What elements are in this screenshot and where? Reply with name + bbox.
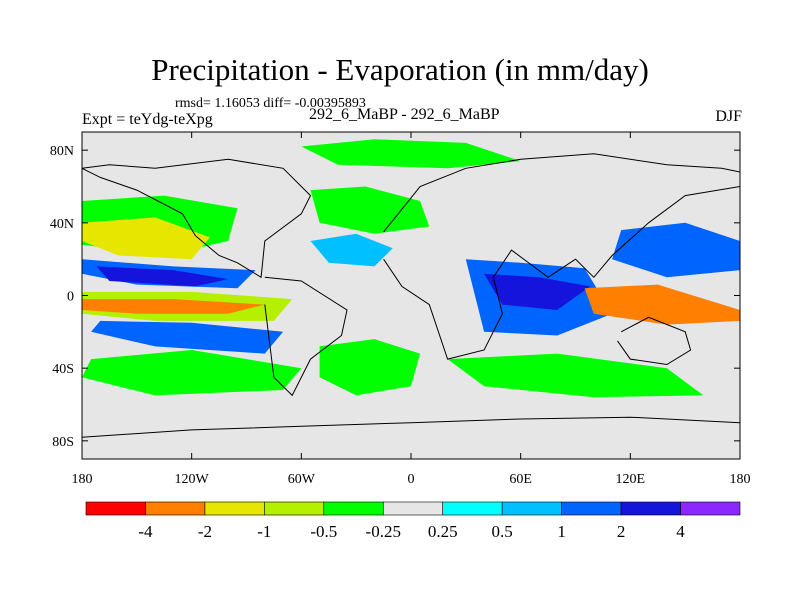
region-south-pacific-moist-band — [91, 320, 284, 354]
colorbar-swatch — [680, 501, 741, 516]
region-southern-ocean-green — [447, 353, 704, 398]
outline-north-america — [82, 158, 312, 279]
colorbar-swatch — [620, 501, 681, 516]
colorbar-label: 4 — [676, 522, 685, 541]
outline-australia — [617, 316, 692, 366]
region-south-atlantic-green — [319, 339, 421, 396]
field-regions — [82, 139, 740, 398]
region-west-pacific-dry-rim — [584, 284, 740, 325]
region-equatorial-pacific-core-dry — [82, 299, 265, 314]
x-tick-label: 180 — [730, 472, 751, 487]
outline-south-america — [264, 276, 348, 397]
colorbar-label: -0.25 — [366, 522, 401, 541]
stats-annotation: rmsd= 1.16053 diff= -0.00395893 — [175, 96, 366, 111]
x-tick-label: 120W — [175, 472, 210, 487]
colorbar-label: -4 — [138, 522, 153, 541]
continent-outlines — [82, 153, 740, 438]
colorbar-swatch — [323, 501, 384, 516]
region-west-pacific-moist — [612, 222, 740, 278]
colorbar-swatch — [264, 501, 325, 516]
colorbar-swatch — [501, 501, 562, 516]
region-south-pacific-green — [82, 350, 302, 396]
region-indian-ocean-core — [484, 273, 591, 310]
colorbar-label: -0.5 — [310, 522, 337, 541]
y-tick-label: 40N — [50, 217, 74, 232]
season-label: DJF — [715, 108, 742, 125]
colorbar-swatch — [85, 501, 146, 516]
experiment-label: Expt = teYdg-teXpg — [82, 111, 213, 128]
region-north-pacific-dry — [82, 217, 210, 260]
colorbar-swatch — [145, 501, 206, 516]
outline-antarctica — [82, 416, 740, 438]
y-tick-label: 40S — [52, 362, 74, 377]
colorbar-swatch — [561, 501, 622, 516]
chart-title: Precipitation - Evaporation (in mm/day) — [151, 52, 649, 87]
x-tick-label: 60W — [288, 472, 316, 487]
y-tick-label: 80S — [52, 435, 74, 450]
colorbar: -4 -2 -1 -0.5 -0.25 0.25 0.5 1 2 4 — [85, 501, 741, 541]
region-north-pacific-core — [96, 266, 229, 287]
axis-ticks: 180 120W 60W 0 60E 120E 180 80N 40N 0 40S 80S — [50, 132, 751, 487]
y-tick-label: 80N — [50, 144, 74, 159]
case-label: 292_6_MaBP - 292_6_MaBP — [309, 106, 500, 123]
colorbar-swatch — [204, 501, 265, 516]
outline-eurasia-africa — [383, 153, 740, 360]
colorbar-label: 2 — [617, 522, 626, 541]
x-tick-label: 120E — [616, 472, 646, 487]
x-tick-label: 180 — [72, 472, 93, 487]
colorbar-swatch — [382, 501, 444, 516]
region-north-atlantic-green — [310, 186, 430, 234]
region-arctic-green — [301, 139, 521, 169]
x-tick-label: 60E — [509, 472, 532, 487]
y-tick-label: 0 — [67, 290, 74, 305]
colorbar-label: -2 — [198, 522, 212, 541]
colorbar-label: 0.5 — [492, 522, 513, 541]
colorbar-swatch — [442, 501, 503, 516]
region-north-atlantic-moist — [310, 233, 393, 267]
x-tick-label: 0 — [408, 472, 415, 487]
colorbar-label: -1 — [257, 522, 271, 541]
colorbar-label: 1 — [557, 522, 566, 541]
colorbar-label: 0.25 — [428, 522, 458, 541]
